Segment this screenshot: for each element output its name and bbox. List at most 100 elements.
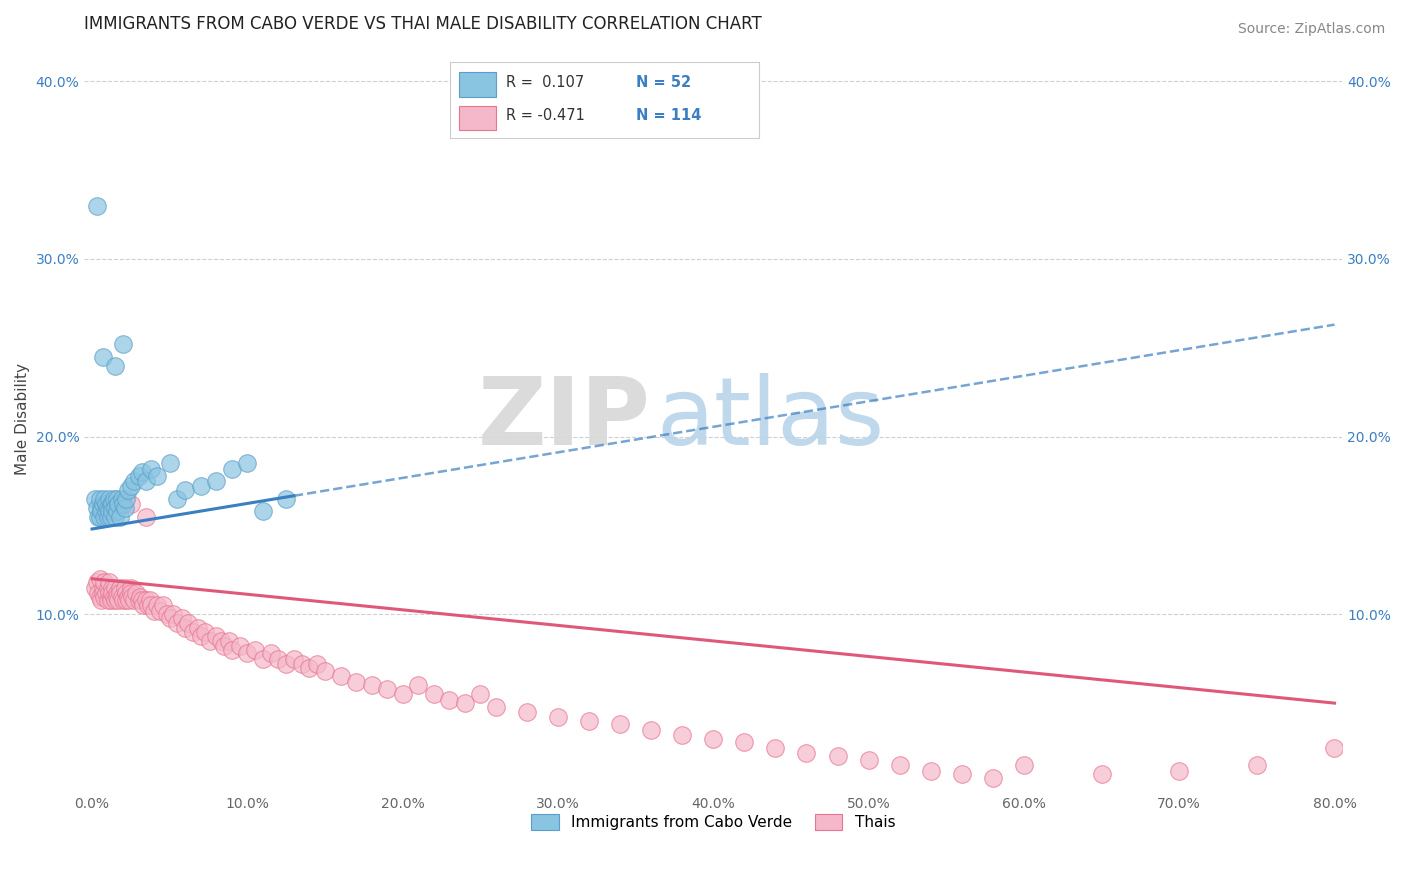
Point	[97, 509, 120, 524]
Point	[101, 581, 124, 595]
Point	[1168, 764, 1191, 778]
Point	[98, 575, 121, 590]
Point	[174, 622, 197, 636]
Point	[609, 717, 631, 731]
Point	[307, 657, 329, 671]
Point	[91, 497, 114, 511]
Point	[112, 497, 135, 511]
Point	[107, 593, 129, 607]
Point	[166, 616, 188, 631]
Point	[187, 622, 209, 636]
Point	[149, 604, 172, 618]
Point	[112, 337, 135, 351]
Point	[100, 497, 122, 511]
Point	[252, 504, 274, 518]
Point	[93, 491, 115, 506]
Point	[108, 581, 131, 595]
Point	[146, 599, 169, 613]
Text: N = 52: N = 52	[636, 76, 690, 90]
Point	[485, 699, 508, 714]
Point	[228, 640, 250, 654]
Point	[90, 504, 112, 518]
Point	[91, 586, 114, 600]
Point	[94, 586, 117, 600]
Legend: Immigrants from Cabo Verde, Thais: Immigrants from Cabo Verde, Thais	[524, 808, 901, 837]
Point	[218, 634, 240, 648]
Point	[124, 586, 146, 600]
Point	[120, 497, 142, 511]
Point	[422, 687, 444, 701]
Point	[101, 504, 124, 518]
Point	[276, 491, 298, 506]
Point	[190, 479, 212, 493]
Point	[104, 500, 127, 515]
Point	[97, 581, 120, 595]
Point	[1246, 758, 1268, 772]
Point	[1323, 740, 1346, 755]
Point	[120, 586, 142, 600]
Text: N = 114: N = 114	[636, 108, 700, 123]
Point	[117, 483, 139, 497]
Point	[1012, 758, 1035, 772]
Point	[105, 504, 128, 518]
Point	[101, 497, 124, 511]
Point	[131, 465, 153, 479]
Point	[131, 593, 153, 607]
Text: R =  0.107: R = 0.107	[506, 76, 583, 90]
Point	[763, 740, 786, 755]
Point	[115, 586, 138, 600]
Point	[889, 758, 911, 772]
Point	[159, 456, 181, 470]
Point	[796, 746, 818, 760]
Text: Source: ZipAtlas.com: Source: ZipAtlas.com	[1237, 22, 1385, 37]
Point	[344, 674, 367, 689]
Point	[950, 767, 973, 781]
Point	[439, 692, 461, 706]
Point	[117, 590, 139, 604]
Point	[143, 604, 166, 618]
Point	[360, 678, 382, 692]
Point	[159, 611, 181, 625]
Point	[89, 509, 111, 524]
Point	[86, 198, 108, 212]
Point	[98, 491, 121, 506]
Point	[267, 651, 290, 665]
Point	[108, 509, 131, 524]
Point	[981, 771, 1004, 785]
Point	[920, 764, 942, 778]
Point	[104, 581, 127, 595]
Point	[1090, 767, 1112, 781]
Point	[375, 681, 398, 696]
Point	[733, 735, 755, 749]
Point	[93, 575, 115, 590]
Point	[162, 607, 184, 622]
Point	[276, 657, 298, 671]
Point	[139, 461, 162, 475]
Point	[190, 629, 212, 643]
Point	[243, 642, 266, 657]
Point	[329, 669, 352, 683]
Point	[84, 491, 107, 506]
Point	[118, 593, 141, 607]
Point	[110, 491, 132, 506]
Point	[516, 705, 538, 719]
Point	[391, 687, 413, 701]
Point	[87, 586, 110, 600]
Text: atlas: atlas	[657, 373, 884, 465]
Point	[858, 753, 880, 767]
Point	[120, 479, 142, 493]
Point	[406, 678, 429, 692]
Point	[139, 599, 162, 613]
Point	[212, 640, 235, 654]
Point	[547, 710, 569, 724]
Point	[221, 642, 243, 657]
Point	[104, 593, 127, 607]
Point	[94, 497, 117, 511]
Point	[110, 590, 132, 604]
Point	[138, 593, 160, 607]
Point	[172, 611, 194, 625]
Point	[105, 590, 128, 604]
Point	[94, 504, 117, 518]
Point	[84, 581, 107, 595]
Point	[121, 590, 143, 604]
